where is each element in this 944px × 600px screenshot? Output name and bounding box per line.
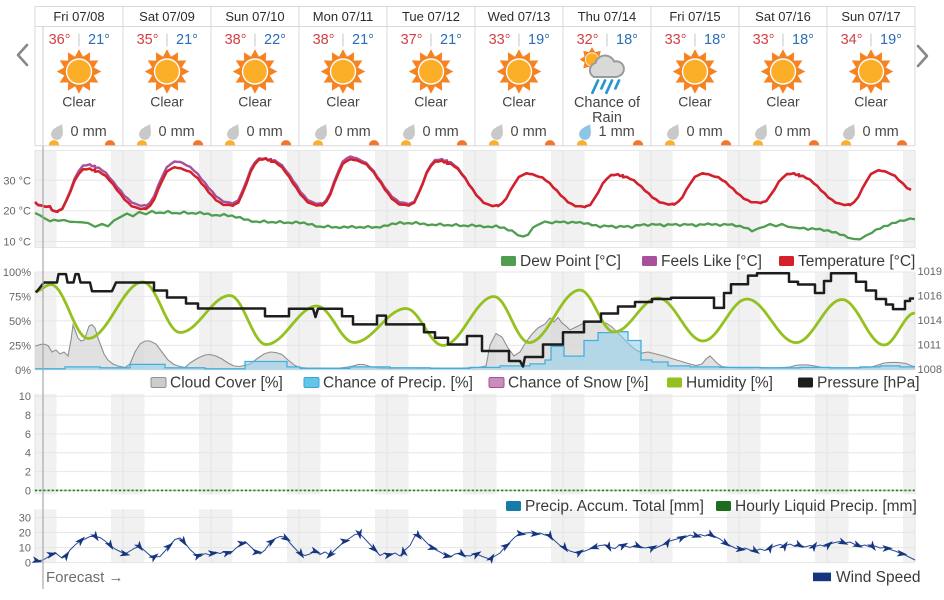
svg-text:35°: 35° (137, 32, 159, 48)
svg-text:Fri 07/15: Fri 07/15 (669, 9, 720, 24)
svg-text:Cloud Cover [%]: Cloud Cover [%] (170, 375, 283, 392)
svg-text:0 mm: 0 mm (159, 124, 195, 140)
svg-text:30: 30 (19, 513, 31, 525)
svg-text:Clear: Clear (62, 94, 96, 110)
svg-text:Clear: Clear (766, 94, 800, 110)
svg-text:Clear: Clear (414, 94, 448, 110)
svg-text:1 mm: 1 mm (599, 124, 635, 140)
svg-text:4: 4 (25, 448, 31, 460)
svg-text:37°: 37° (401, 32, 423, 48)
svg-text:33°: 33° (753, 32, 775, 48)
svg-text:6: 6 (25, 429, 31, 441)
svg-text:38°: 38° (313, 32, 335, 48)
svg-text:21°: 21° (352, 32, 374, 48)
svg-text:33°: 33° (665, 32, 687, 48)
svg-text:Precip. Accum. Total [mm]: Precip. Accum. Total [mm] (525, 498, 704, 515)
svg-text:100%: 100% (3, 267, 31, 279)
svg-text:0 mm: 0 mm (247, 124, 283, 140)
svg-text:|: | (341, 31, 345, 47)
svg-text:10 °C: 10 °C (3, 237, 31, 249)
svg-text:34°: 34° (841, 32, 863, 48)
svg-text:Sun 07/10: Sun 07/10 (225, 9, 284, 24)
svg-text:|: | (165, 31, 169, 47)
svg-text:Sat 07/09: Sat 07/09 (139, 9, 195, 24)
svg-text:0 mm: 0 mm (511, 124, 547, 140)
svg-text:Hourly Liquid Precip. [mm]: Hourly Liquid Precip. [mm] (735, 498, 917, 515)
svg-text:21°: 21° (440, 32, 462, 48)
svg-text:Clear: Clear (150, 94, 184, 110)
svg-text:Temperature [°C]: Temperature [°C] (798, 253, 915, 270)
svg-text:22°: 22° (264, 32, 286, 48)
svg-text:Pressure [hPa]: Pressure [hPa] (817, 375, 920, 392)
svg-text:75%: 75% (9, 291, 31, 303)
svg-text:38°: 38° (225, 32, 247, 48)
svg-text:0 mm: 0 mm (335, 124, 371, 140)
svg-text:0 mm: 0 mm (423, 124, 459, 140)
svg-text:32°: 32° (577, 32, 599, 48)
svg-text:1016: 1016 (918, 291, 942, 303)
svg-text:Fri 07/08: Fri 07/08 (53, 9, 104, 24)
svg-text:Chance of: Chance of (574, 95, 641, 111)
svg-text:Dew Point [°C]: Dew Point [°C] (520, 253, 621, 270)
svg-text:Clear: Clear (678, 94, 712, 110)
svg-text:20: 20 (19, 528, 31, 540)
svg-text:19°: 19° (528, 32, 550, 48)
svg-text:|: | (77, 31, 81, 47)
svg-text:1008: 1008 (918, 364, 942, 376)
svg-text:25%: 25% (9, 340, 31, 352)
svg-text:10: 10 (19, 391, 31, 403)
svg-text:Clear: Clear (326, 94, 360, 110)
svg-text:Clear: Clear (502, 94, 536, 110)
svg-text:18°: 18° (792, 32, 814, 48)
svg-text:Sun 07/17: Sun 07/17 (841, 9, 900, 24)
svg-text:Wed 07/13: Wed 07/13 (488, 9, 551, 24)
svg-text:Sat 07/16: Sat 07/16 (755, 9, 811, 24)
svg-text:|: | (869, 31, 873, 47)
svg-text:0 mm: 0 mm (775, 124, 811, 140)
svg-text:18°: 18° (616, 32, 638, 48)
svg-text:|: | (517, 31, 521, 47)
svg-text:Thu 07/14: Thu 07/14 (578, 9, 637, 24)
svg-text:|: | (429, 31, 433, 47)
svg-text:19°: 19° (880, 32, 902, 48)
svg-text:|: | (693, 31, 697, 47)
svg-text:|: | (781, 31, 785, 47)
svg-text:36°: 36° (49, 32, 71, 48)
svg-text:Humidity [%]: Humidity [%] (686, 375, 773, 392)
svg-text:Wind Speed: Wind Speed (836, 569, 920, 586)
svg-text:|: | (253, 31, 257, 47)
svg-text:Clear: Clear (854, 94, 888, 110)
svg-text:50%: 50% (9, 316, 31, 328)
svg-text:0 mm: 0 mm (863, 124, 899, 140)
svg-text:Chance of Snow [%]: Chance of Snow [%] (508, 375, 648, 392)
svg-text:0 mm: 0 mm (687, 124, 723, 140)
svg-text:20 °C: 20 °C (3, 206, 31, 218)
svg-text:Feels Like [°C]: Feels Like [°C] (661, 253, 762, 270)
svg-text:21°: 21° (176, 32, 198, 48)
svg-text:Rain: Rain (592, 110, 622, 126)
svg-text:0 mm: 0 mm (71, 124, 107, 140)
svg-text:Tue 07/12: Tue 07/12 (402, 9, 460, 24)
svg-text:1014: 1014 (918, 315, 942, 327)
svg-text:8: 8 (25, 410, 31, 422)
svg-text:Chance of Precip. [%]: Chance of Precip. [%] (323, 375, 473, 392)
svg-text:Forecast →: Forecast → (46, 569, 124, 586)
svg-text:33°: 33° (489, 32, 511, 48)
svg-text:30 °C: 30 °C (3, 175, 31, 187)
svg-text:0: 0 (25, 485, 31, 497)
svg-text:|: | (605, 31, 609, 47)
svg-text:0%: 0% (15, 365, 31, 377)
svg-text:1011: 1011 (918, 340, 942, 352)
svg-text:10: 10 (19, 543, 31, 555)
svg-text:1019: 1019 (918, 266, 942, 278)
svg-text:0: 0 (25, 558, 31, 570)
svg-text:Mon 07/11: Mon 07/11 (313, 9, 373, 24)
svg-text:Clear: Clear (238, 94, 272, 110)
svg-text:18°: 18° (704, 32, 726, 48)
svg-text:2: 2 (25, 467, 31, 479)
svg-text:21°: 21° (88, 32, 110, 48)
